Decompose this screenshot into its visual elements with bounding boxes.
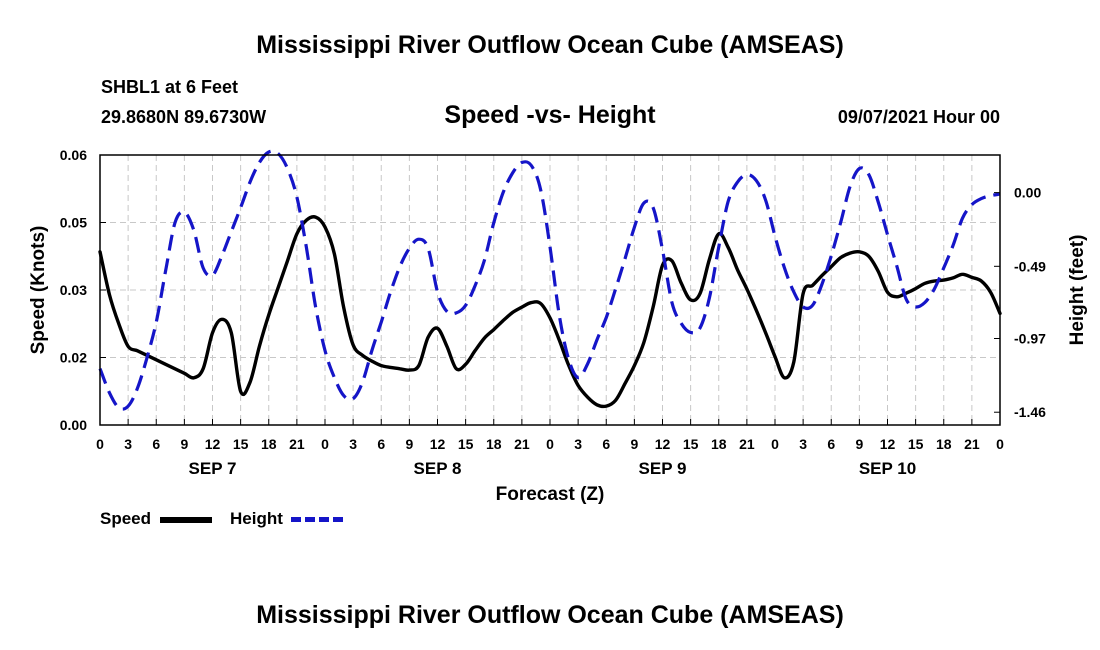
x-tick-label: 3 [574, 436, 582, 452]
run-time-label: 09/07/2021 Hour 00 [837, 107, 1000, 127]
x-tick-label: 6 [602, 436, 610, 452]
y-tick-label: 0.06 [60, 147, 87, 163]
legend-speed-swatch [160, 517, 212, 523]
x-tick-label: 0 [96, 436, 104, 452]
page-title-bottom: Mississippi River Outflow Ocean Cube (AM… [256, 601, 844, 629]
y2-tick-label: -0.49 [1014, 258, 1046, 274]
day-label: SEP 9 [639, 459, 687, 478]
x-tick-label: 15 [233, 436, 249, 452]
axes: 0 3 6 9 12 15 18 21 0 3 6 9 12 15 18 21 0 3 6 9 12 15 18 21 0 3 6 9… [60, 147, 1046, 478]
x-tick-label: 9 [630, 436, 638, 452]
x-tick-label: 18 [261, 436, 277, 452]
coordinates-label: 29.8680N 89.6730W [101, 107, 267, 127]
x-tick-label: 6 [377, 436, 385, 452]
y-tick-label: 0.00 [60, 417, 87, 433]
page-title-top: Mississippi River Outflow Ocean Cube (AM… [256, 31, 844, 59]
x-tick-label: 12 [655, 436, 671, 452]
y-axis-label: Speed (Knots) [28, 226, 49, 355]
x-tick-label: 6 [827, 436, 835, 452]
x-tick-label: 21 [514, 436, 530, 452]
x-tick-label: 6 [152, 436, 160, 452]
x-tick-label: 0 [771, 436, 779, 452]
station-label: SHBL1 at 6 Feet [101, 77, 239, 97]
x-tick-label: 3 [124, 436, 132, 452]
day-label: SEP 10 [859, 459, 916, 478]
x-tick-label: 21 [739, 436, 755, 452]
legend-height-label: Height [230, 509, 283, 528]
speed-series-line [98, 215, 1002, 409]
legend-speed-label: Speed [100, 509, 152, 528]
y2-tick-label: 0.00 [1014, 185, 1041, 201]
x-tick-label: 9 [180, 436, 188, 452]
y-tick-label: 0.02 [60, 350, 87, 366]
y2-axis-label: Height (feet) [1067, 235, 1088, 346]
day-label: SEP 7 [189, 459, 237, 478]
x-tick-label: 9 [405, 436, 413, 452]
x-tick-label: 12 [880, 436, 896, 452]
x-tick-label: 0 [321, 436, 329, 452]
x-tick-label: 18 [486, 436, 502, 452]
grid-lines [100, 155, 1000, 425]
x-tick-label: 15 [458, 436, 474, 452]
series-lines [98, 149, 1002, 411]
x-tick-label: 0 [996, 436, 1004, 452]
y-tick-label: 0.03 [60, 282, 87, 298]
x-tick-label: 18 [711, 436, 727, 452]
day-label: SEP 8 [414, 459, 462, 478]
x-tick-label: 21 [964, 436, 980, 452]
legend-height-swatch [291, 517, 343, 522]
x-tick-label: 3 [349, 436, 357, 452]
y2-tick-label: -1.46 [1014, 404, 1046, 420]
height-series-line [98, 149, 1001, 411]
x-axis-label: Forecast (Z) [496, 484, 605, 505]
x-tick-label: 15 [908, 436, 924, 452]
y2-tick-label: -0.97 [1014, 331, 1046, 347]
x-tick-label: 0 [546, 436, 554, 452]
x-tick-label: 18 [936, 436, 952, 452]
x-tick-label: 12 [205, 436, 221, 452]
x-tick-label: 21 [289, 436, 305, 452]
x-tick-label: 15 [683, 436, 699, 452]
x-tick-label: 12 [430, 436, 446, 452]
y-tick-label: 0.05 [60, 215, 87, 231]
x-tick-label: 9 [855, 436, 863, 452]
chart-title: Speed -vs- Height [444, 101, 656, 129]
x-tick-label: 3 [799, 436, 807, 452]
